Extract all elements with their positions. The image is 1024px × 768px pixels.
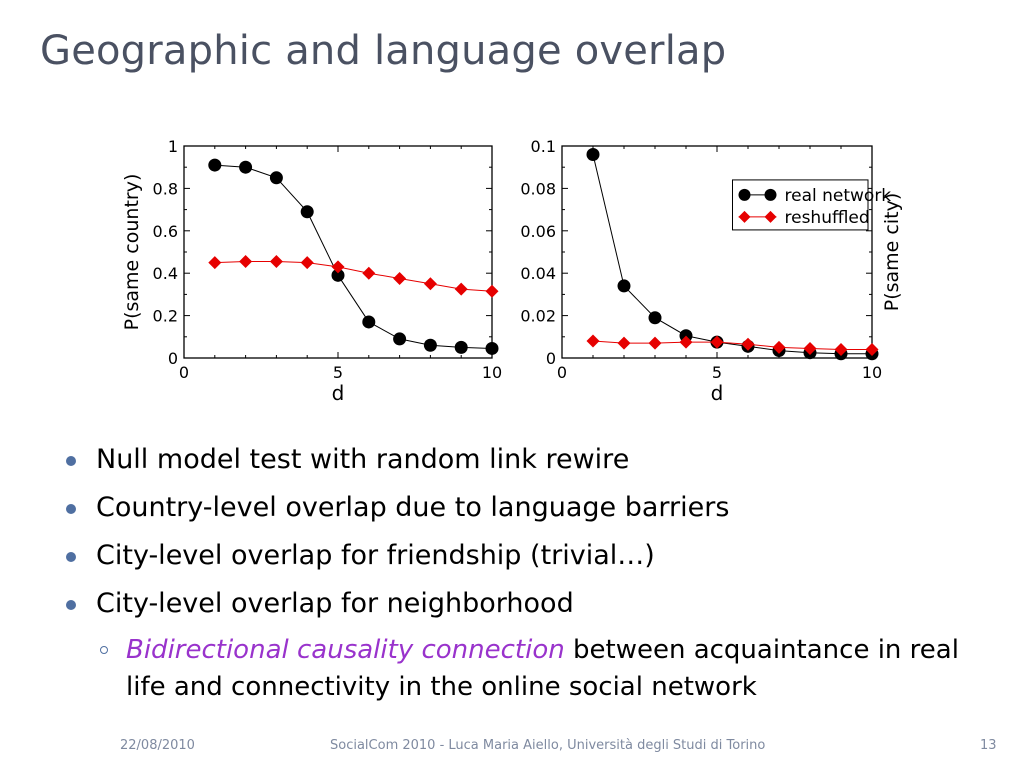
data-point (331, 268, 345, 282)
data-point (362, 266, 376, 280)
bullet-item: Country-level overlap due to language ba… (60, 488, 960, 536)
data-point (331, 260, 345, 274)
y-tick-label: 0.6 (153, 222, 178, 241)
bullet-text: Null model test with random link rewire (96, 444, 630, 475)
data-point (648, 336, 662, 350)
x-axis-label: d (711, 381, 724, 405)
data-point (586, 334, 600, 348)
y-tick-label: 0.4 (153, 264, 178, 283)
plot-frame (183, 145, 493, 359)
x-tick-label: 0 (179, 363, 189, 382)
bullet-text: Country-level overlap due to language ba… (96, 492, 730, 523)
y-axis-label: P(same country) (121, 174, 143, 331)
legend-marker (764, 188, 777, 201)
series-line (214, 164, 493, 349)
data-point (300, 205, 314, 219)
y-tick-label: 0 (546, 349, 556, 368)
data-point (393, 272, 407, 285)
data-point (648, 311, 662, 325)
data-point (239, 160, 253, 174)
slide-title: Geographic and language overlap (40, 28, 727, 74)
data-point (393, 332, 407, 346)
sub-bullet-item: Bidirectional causality connection betwe… (60, 632, 976, 706)
plot-frame (561, 145, 873, 359)
data-point (586, 147, 600, 161)
y-tick-label: 1 (168, 137, 178, 156)
data-point (803, 341, 817, 355)
bullet-dot-icon (66, 552, 76, 562)
bullet-text: City-level overlap for neighborhood (96, 588, 574, 619)
x-tick-label: 5 (333, 363, 343, 382)
x-tick-label: 10 (482, 363, 502, 382)
data-point (679, 335, 693, 349)
chart-same-city: 0 0.02 0.04 0.06 0.08 0.1 0 5 10 d P(same city)rea… (520, 137, 903, 405)
data-point (208, 158, 222, 172)
bullet-dot-icon (66, 600, 76, 610)
data-point (617, 279, 631, 293)
x-tick-label: 5 (712, 363, 722, 382)
bullet-item: City-level overlap for friendship (trivi… (60, 536, 960, 584)
data-point (834, 343, 848, 357)
legend-label: real network (785, 186, 892, 206)
x-tick-label: 0 (557, 363, 567, 382)
y-tick-label: 0.1 (531, 137, 556, 156)
legend-marker (738, 188, 751, 201)
data-point (208, 256, 222, 270)
bullet-text: City-level overlap for friendship (trivi… (96, 540, 655, 571)
legend-label: reshuffled (785, 208, 870, 228)
data-point (239, 255, 253, 269)
legend-marker (764, 210, 777, 223)
y-axis-label: P(same city) (881, 193, 903, 311)
legend-box (732, 179, 869, 231)
bullet-dot-icon (66, 504, 76, 514)
y-tick-label: 0.8 (153, 179, 178, 198)
data-point (454, 340, 468, 354)
x-axis-label: d (332, 381, 345, 405)
bullet-item: Null model test with random link rewire (60, 440, 960, 488)
footer-credit: SocialCom 2010 - Luca Maria Aiello, Univ… (330, 738, 766, 753)
data-point (772, 340, 786, 354)
footer-page-number: 13 (980, 738, 997, 753)
data-point (423, 338, 437, 352)
series-line (214, 261, 493, 292)
y-tick-label: 0 (168, 349, 178, 368)
legend-marker (738, 210, 751, 223)
data-point (485, 284, 499, 298)
x-tick-label: 10 (862, 363, 882, 382)
y-tick-label: 0.06 (520, 222, 556, 241)
sub-bullet-emphasis: Bidirectional causality connection (126, 635, 565, 665)
data-point (710, 335, 724, 349)
data-point (741, 337, 755, 351)
y-tick-label: 0.08 (520, 179, 556, 198)
data-point (485, 341, 499, 355)
data-point (423, 277, 437, 291)
data-point (269, 171, 283, 185)
bullet-dot-icon (66, 456, 76, 466)
sub-bullet-ring-icon (100, 646, 108, 654)
data-point (617, 336, 631, 350)
y-tick-label: 0.2 (153, 307, 178, 326)
data-point (454, 282, 468, 296)
data-point (865, 343, 879, 357)
data-point (300, 256, 314, 270)
data-point (362, 315, 376, 329)
bullet-item: City-level overlap for neighborhood (60, 584, 960, 632)
data-point (269, 255, 283, 269)
sub-bullet-text: between acquaintance in real life and co… (126, 635, 959, 702)
series-line (592, 340, 872, 351)
y-tick-label: 0.02 (520, 307, 556, 326)
footer-date: 22/08/2010 (120, 738, 195, 753)
bullet-list: Null model test with random link rewire … (60, 440, 960, 706)
series-line (592, 154, 872, 355)
y-tick-label: 0.04 (520, 264, 556, 283)
